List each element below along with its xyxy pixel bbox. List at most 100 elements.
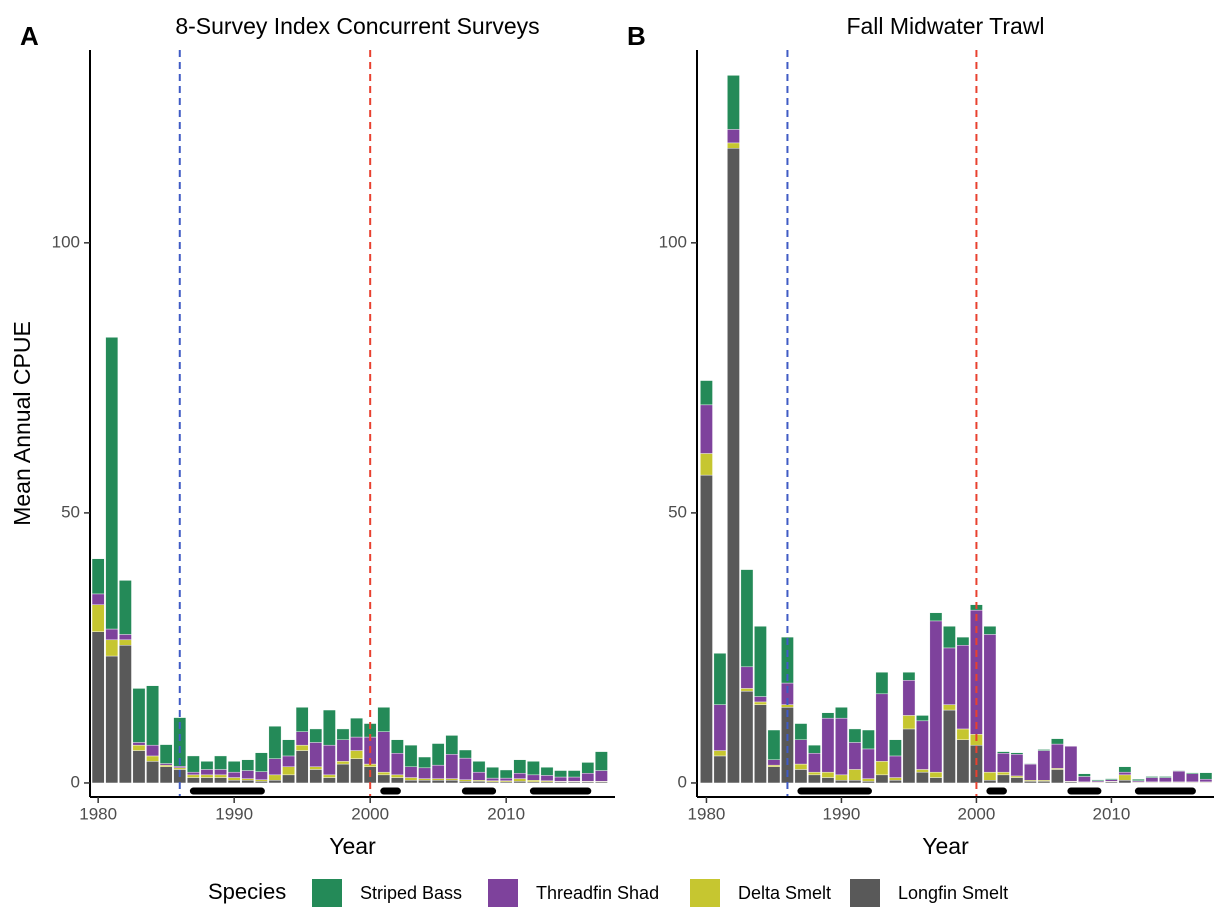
bar-segment	[567, 776, 581, 782]
bar-segment	[187, 771, 200, 776]
bar-segment	[391, 777, 404, 784]
x-tick-label: 2000	[958, 804, 996, 823]
bar-segment	[1105, 778, 1118, 780]
bar-segment	[200, 777, 214, 784]
legend-title: Species	[208, 879, 286, 904]
bar-segment	[1024, 781, 1037, 784]
bar-segment	[889, 739, 902, 757]
bar-segment	[1051, 743, 1064, 769]
bar-segment	[1051, 738, 1064, 745]
bar-segment	[943, 626, 956, 649]
bar-segment	[282, 774, 295, 784]
bar-segment	[91, 604, 105, 632]
bar-segment	[445, 754, 459, 779]
bar-segment	[848, 742, 862, 770]
bar-segment	[889, 755, 902, 778]
bar-segment	[595, 751, 608, 771]
bar-segment	[929, 777, 943, 784]
bar-segment	[700, 404, 713, 454]
x-axis-label: Year	[922, 833, 969, 859]
bar-segment	[808, 744, 821, 754]
bar-segment	[1186, 772, 1199, 774]
bar-segment	[983, 634, 997, 773]
bar-segment	[227, 777, 241, 781]
bar-segment	[527, 780, 540, 783]
bar-segment	[105, 628, 119, 641]
legend-swatch	[690, 879, 720, 907]
bar-segment	[929, 612, 943, 622]
bar-segment	[105, 337, 119, 630]
bar-segment	[350, 736, 363, 751]
bar-segment	[255, 779, 268, 782]
bar-segment	[727, 142, 740, 149]
bar-segment	[227, 771, 241, 778]
bar-segment	[848, 769, 862, 781]
bar-segment	[1078, 773, 1091, 777]
bar-segment	[241, 770, 255, 779]
bar-segment	[513, 781, 527, 784]
bar-segment	[159, 763, 173, 766]
bar-segment	[889, 780, 902, 784]
bar-segment	[916, 769, 929, 773]
bar-segment	[875, 761, 889, 776]
bar-segment	[554, 776, 567, 782]
bar-segment	[241, 780, 255, 784]
bar-segment	[740, 688, 754, 692]
bar-segment	[445, 735, 459, 755]
bar-segment	[146, 744, 159, 757]
bar-segment	[105, 655, 119, 784]
bar-segment	[214, 774, 227, 778]
y-tick-label: 100	[659, 232, 687, 251]
bar-segment	[404, 766, 418, 778]
bar-segment	[132, 688, 146, 743]
x-axis-label: Year	[329, 833, 376, 859]
bar-segment	[713, 750, 727, 757]
bar-segment	[255, 781, 268, 784]
bar-segment	[875, 774, 889, 784]
bar-segment	[740, 666, 754, 689]
bar-segment	[875, 672, 889, 695]
bar-segment	[119, 580, 132, 635]
bar-segment	[1091, 779, 1105, 781]
bar-segment	[781, 704, 794, 708]
bar-segment	[727, 148, 740, 784]
bar-segment	[132, 744, 146, 751]
bar-segment	[554, 770, 567, 778]
bar-segment	[309, 769, 323, 784]
bar-segment	[91, 558, 105, 595]
bar-segment	[377, 707, 391, 732]
bar-segment	[835, 707, 848, 719]
panel-label: B	[627, 21, 646, 51]
bar-segment	[929, 620, 943, 773]
bar-segment	[1037, 781, 1051, 784]
bar-segment	[727, 129, 740, 144]
bar-segment	[404, 777, 418, 781]
bar-segment	[902, 672, 916, 681]
bar-segment	[282, 739, 295, 757]
bar-segment	[956, 739, 970, 784]
legend-swatch	[850, 879, 880, 907]
bar-segment	[983, 780, 997, 784]
bar-segment	[754, 696, 767, 703]
bar-segment	[459, 749, 472, 759]
bar-segment	[527, 761, 540, 776]
y-tick-label: 100	[52, 232, 80, 251]
bar-segment	[173, 766, 187, 769]
bar-segment	[391, 753, 404, 776]
bar-segment	[581, 773, 595, 782]
bar-segment	[1186, 773, 1199, 783]
bar-segment	[418, 756, 431, 769]
bar-segment	[227, 761, 241, 773]
bar-segment	[997, 753, 1010, 773]
y-axis-label: Mean Annual CPUE	[9, 321, 35, 526]
bar-segment	[187, 774, 200, 778]
bar-segment	[1010, 775, 1024, 778]
bar-segment	[214, 769, 227, 776]
bar-segment	[540, 767, 554, 776]
bar-segment	[377, 774, 391, 784]
bar-segment	[309, 728, 323, 743]
bar-segment	[1145, 777, 1159, 783]
bar-segment	[200, 769, 214, 776]
bar-segment	[431, 780, 445, 784]
bar-segment	[1172, 770, 1186, 783]
